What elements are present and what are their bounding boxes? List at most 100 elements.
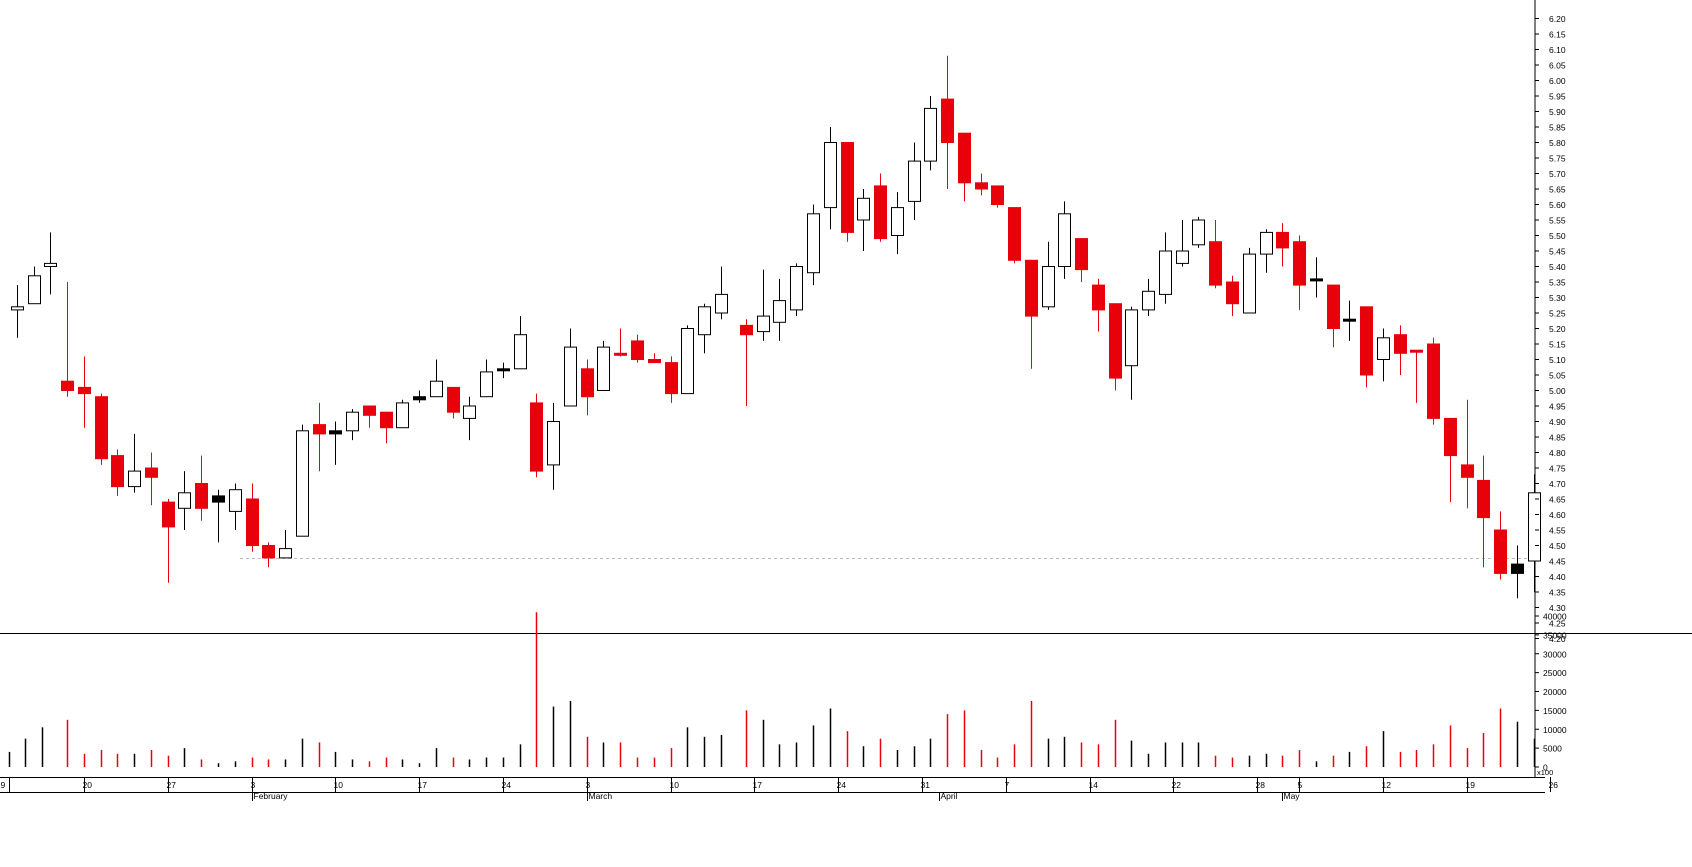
candle <box>547 402 560 490</box>
candle <box>346 409 359 441</box>
chart-frame <box>0 0 1692 793</box>
candle <box>648 353 661 364</box>
day-label: 14 <box>1089 780 1099 790</box>
candle-body <box>773 300 786 323</box>
volume-tick-label: 20000 <box>1543 687 1567 697</box>
candle-body <box>95 396 108 460</box>
price-tick-label: 5.80 <box>1549 138 1566 148</box>
candle <box>941 55 954 189</box>
candle <box>841 142 854 242</box>
candle-body <box>941 98 954 143</box>
day-label: 24 <box>837 780 847 790</box>
candle-body <box>807 213 820 274</box>
price-tick-label: 5.60 <box>1549 200 1566 210</box>
candle-body <box>1394 334 1407 354</box>
day-label: 22 <box>1172 780 1182 790</box>
candle-body <box>1226 281 1239 305</box>
month-label: March <box>589 791 613 801</box>
candle <box>1310 257 1323 298</box>
candle-body <box>296 430 309 537</box>
day-label: 10 <box>670 780 680 790</box>
candle <box>514 316 527 370</box>
price-tick-label: 4.80 <box>1549 448 1566 458</box>
price-tick-label: 5.45 <box>1549 247 1566 257</box>
price-axis: 4.20 4.25 4.30 4.35 4.40 4.45 4.50 4.55 4.60 4.65… <box>1535 14 1566 644</box>
candle <box>128 433 141 493</box>
candle-body <box>1125 309 1138 367</box>
candle-body <box>614 352 627 356</box>
price-tick-label: 4.20 <box>1549 634 1566 644</box>
candle <box>1125 306 1138 400</box>
candle-body <box>246 498 259 546</box>
price-tick-label: 5.55 <box>1549 216 1566 226</box>
candle <box>396 399 409 429</box>
candle-body <box>178 492 191 509</box>
candle-body <box>841 142 854 233</box>
candle-body <box>874 185 887 240</box>
candle-body <box>1310 278 1323 282</box>
candle-body <box>413 396 426 401</box>
price-tick-label: 4.35 <box>1549 588 1566 598</box>
price-tick-label: 4.30 <box>1549 603 1566 613</box>
candle <box>1461 399 1474 509</box>
candle-body <box>480 371 493 398</box>
candle-body <box>975 182 988 190</box>
candle <box>1427 337 1440 425</box>
candle <box>924 96 937 171</box>
candle-body <box>61 380 74 392</box>
price-candles <box>11 55 1541 599</box>
price-tick-label: 6.00 <box>1549 76 1566 86</box>
candle <box>581 359 594 416</box>
price-tick-label: 4.65 <box>1549 495 1566 505</box>
candle-body <box>1528 492 1541 562</box>
candle-body <box>1075 238 1088 271</box>
candle-body <box>363 405 376 416</box>
candle-body <box>145 467 158 478</box>
candle <box>1042 241 1055 310</box>
candle-body <box>991 185 1004 205</box>
day-label: 17 <box>418 780 428 790</box>
candle-body <box>597 346 610 392</box>
candle-body <box>313 424 326 435</box>
candle-body <box>1042 266 1055 308</box>
candle-body <box>1092 284 1105 311</box>
candle-body <box>44 262 57 267</box>
candle <box>178 471 191 530</box>
candle <box>1159 232 1172 304</box>
volume-tick-label: 0 <box>1543 763 1548 773</box>
candle <box>891 192 904 255</box>
candle <box>95 393 108 465</box>
candle <box>1377 328 1390 382</box>
candle-body <box>547 421 560 466</box>
candle <box>773 278 786 341</box>
candle-body <box>1159 250 1172 295</box>
candle <box>1058 201 1071 279</box>
candle-body <box>648 359 661 364</box>
price-tick-label: 5.50 <box>1549 231 1566 241</box>
candle-body <box>1109 303 1122 379</box>
candle-body <box>162 501 175 528</box>
candle <box>681 325 694 395</box>
volume-bars <box>8 612 1536 767</box>
candle-body <box>229 489 242 512</box>
time-axis: 9 20 27 3 10 17 24 3 10 17 24 31 7 14 22 28 5 12 19 26 Febru… <box>1 777 1558 801</box>
candle <box>1176 220 1189 267</box>
candle <box>313 402 326 472</box>
candle-body <box>564 346 577 407</box>
price-tick-label: 4.90 <box>1549 417 1566 427</box>
candle-body <box>581 368 594 398</box>
candle <box>1209 220 1222 289</box>
candle-body <box>1243 253 1256 314</box>
candle <box>111 449 124 496</box>
candle <box>296 424 309 537</box>
candle-body <box>279 548 292 559</box>
candle <box>824 127 837 230</box>
candle-body <box>212 495 225 503</box>
price-tick-label: 5.00 <box>1549 386 1566 396</box>
day-label: 28 <box>1256 780 1266 790</box>
candle <box>28 266 41 305</box>
price-tick-label: 5.30 <box>1549 293 1566 303</box>
candle-body <box>1327 284 1340 330</box>
candle-body <box>530 402 543 472</box>
